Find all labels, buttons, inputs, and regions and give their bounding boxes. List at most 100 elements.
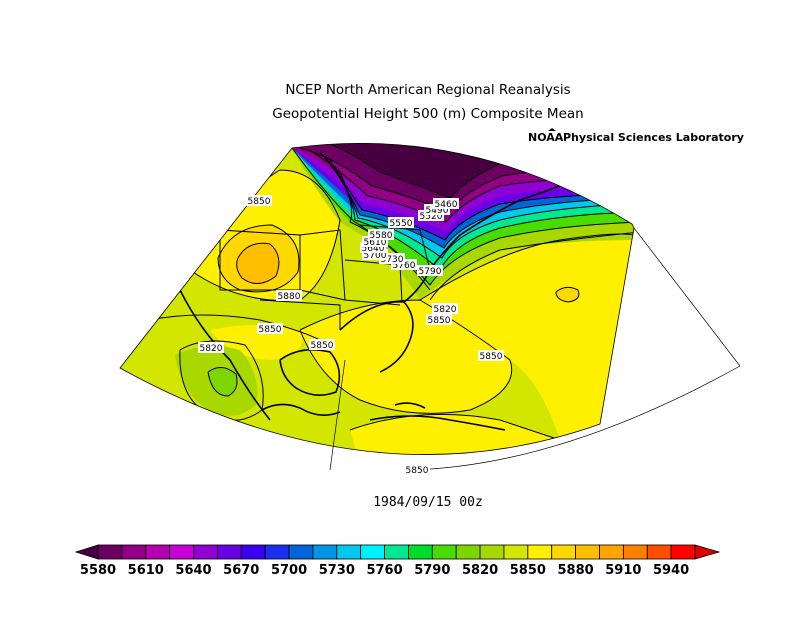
colorbar-tick-label: 5760 [366, 563, 402, 578]
colorbar-tick-label: 5640 [175, 563, 211, 578]
svg-text:5850: 5850 [428, 316, 451, 326]
contour-label: 5850 [478, 350, 504, 362]
colorbar: 5580 5610 5640 5670 5700 5730 5760 5790 5820 5850… [74, 544, 721, 578]
svg-text:5610: 5610 [364, 238, 387, 248]
colorbar-swatch [622, 544, 648, 560]
colorbar-swatch [193, 544, 218, 560]
colorbar-swatch [646, 544, 672, 560]
contour-lines [149, 143, 634, 441]
contour-label: 5880 [276, 290, 302, 302]
colorbar-swatch [670, 544, 696, 560]
projection-edge-right [409, 227, 741, 471]
svg-text:5850: 5850 [248, 197, 271, 207]
svg-text:5850: 5850 [480, 352, 503, 362]
colorbar-swatch [121, 544, 147, 560]
field-5910-high [236, 243, 279, 284]
colorbar-swatch [599, 544, 624, 560]
contour-label: 5730 [379, 253, 405, 265]
colorbar-tick-label: 5730 [319, 563, 355, 578]
contour-label: 5850 [404, 464, 430, 476]
field-5850-east [300, 300, 512, 414]
colorbar-swatch [455, 544, 481, 560]
title-line1: NCEP North American Regional Reanalysis [285, 82, 570, 98]
svg-text:5550: 5550 [390, 219, 413, 229]
colorbar-swatch [503, 544, 529, 560]
svg-text:5760: 5760 [393, 261, 416, 271]
contour-label: 5790 [417, 265, 443, 277]
colorbar-swatch [336, 544, 362, 560]
svg-text:5850: 5850 [259, 325, 282, 335]
colorbar-swatch [312, 544, 338, 560]
contour-label: 5700 [362, 249, 388, 261]
contour-label: 5850 [257, 323, 283, 335]
contour-label: 5550 [388, 217, 414, 229]
noaa-logo-text: NOAA [528, 131, 564, 144]
contour-label: 5580 [368, 229, 394, 241]
svg-text:5820: 5820 [200, 344, 223, 354]
contour-label: 5490 [424, 204, 450, 216]
colorbar-tick-label: 5610 [128, 563, 164, 578]
contour-label: 5850 [246, 195, 272, 207]
colorbar-swatch [240, 544, 266, 560]
colorbar-tick-label: 5670 [223, 563, 259, 578]
svg-text:5820: 5820 [434, 305, 457, 315]
noaa-logo-icon [548, 128, 556, 131]
colorbar-swatch [479, 544, 505, 560]
credit-text: Physical Sciences Laboratory [563, 131, 744, 144]
contour-label-group: 5850 5880 5850 5820 5850 5850 5850 5850 … [198, 195, 504, 476]
coastlines [179, 179, 576, 431]
field-5850-south [350, 414, 560, 455]
contour-label: 5640 [360, 242, 386, 254]
colorbar-swatch [264, 544, 290, 560]
contour-label: 5820 [432, 303, 458, 315]
field-5880-ocean [556, 287, 579, 302]
field-5850-ocean [420, 234, 634, 440]
colorbar-swatch [145, 544, 171, 560]
colorbar-tick-label: 5940 [653, 563, 689, 578]
colorbar-arrow-low [74, 544, 99, 560]
contour-label: 5850 [309, 339, 335, 351]
contour-label: 5610 [362, 236, 388, 248]
contour-label: 5820 [198, 342, 224, 354]
colorbar-tick-label: 5850 [510, 563, 546, 578]
colorbar-swatch [551, 544, 576, 560]
svg-text:5520: 5520 [420, 212, 443, 222]
map-timestamp: 1984/09/15 00z [373, 495, 483, 510]
colorbar-tick-label: 5580 [80, 563, 116, 578]
contour-label: 5460 [433, 198, 459, 210]
colorbar-swatch [431, 544, 457, 560]
svg-text:5700: 5700 [364, 251, 387, 261]
colorbar-swatch [97, 544, 123, 560]
colorbar-swatch [575, 544, 600, 560]
colorbar-swatch [169, 544, 194, 560]
svg-text:5490: 5490 [426, 206, 449, 216]
svg-text:5580: 5580 [370, 231, 393, 241]
colorbar-tick-label: 5910 [605, 563, 641, 578]
colorbar-swatch [408, 544, 433, 560]
colorbar-swatch [216, 544, 242, 560]
colorbar-tick-label: 5790 [414, 563, 450, 578]
colorbar-swatch [527, 544, 553, 560]
colorbar-arrow-high [694, 544, 721, 560]
svg-text:5460: 5460 [435, 200, 458, 210]
colorbar-tick-label: 5880 [558, 563, 594, 578]
svg-text:5730: 5730 [381, 255, 404, 265]
svg-text:5850: 5850 [406, 466, 429, 476]
contour-label: 5520 [418, 210, 444, 222]
contour-label: 5760 [391, 259, 417, 271]
contour-label: 5850 [426, 314, 452, 326]
colorbar-swatch [384, 544, 409, 560]
svg-text:5880: 5880 [278, 292, 301, 302]
colorbar-tick-label: 5700 [271, 563, 307, 578]
svg-text:5850: 5850 [311, 341, 334, 351]
colorbar-swatch [288, 544, 314, 560]
svg-text:5640: 5640 [362, 244, 385, 254]
map-panel: 5850 5880 5850 5820 5850 5850 5850 5850 … [119, 142, 741, 476]
map-domain-outline [119, 142, 635, 455]
state-borders [219, 224, 431, 330]
title-line2: Geopotential Height 500 (m) Composite Me… [272, 106, 583, 122]
colorbar-swatch [360, 544, 385, 560]
meridian-line [329, 359, 346, 471]
field-5790-low [208, 367, 237, 396]
